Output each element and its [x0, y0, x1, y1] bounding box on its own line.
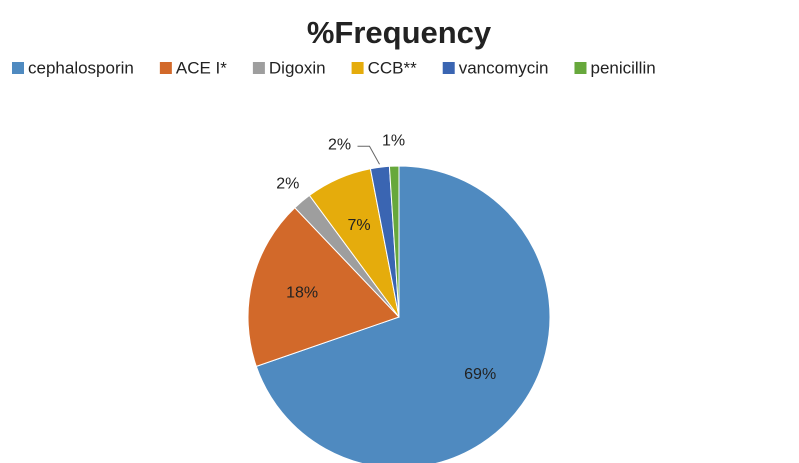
legend-label: cephalosporin — [28, 58, 134, 77]
chart-title: %Frequency — [307, 15, 492, 50]
legend-swatch — [351, 62, 364, 74]
data-label: 2% — [328, 136, 351, 153]
legend-label: penicillin — [590, 58, 655, 77]
legend-swatch — [442, 62, 455, 74]
legend-swatch — [12, 62, 24, 74]
data-label: 2% — [276, 176, 299, 193]
leader-line — [357, 145, 380, 165]
legend-label: CCB** — [368, 58, 418, 77]
legend-label: vancomycin — [459, 58, 549, 77]
data-label: 1% — [382, 132, 405, 149]
legend-label: ACE I* — [176, 58, 227, 77]
data-label: 18% — [286, 285, 318, 302]
legend-label: Digoxin — [269, 58, 326, 77]
data-label: 7% — [347, 217, 370, 234]
legend-swatch — [159, 62, 172, 74]
data-labels: 69% 18% 2% 7% 2% 1% — [276, 132, 496, 383]
legend: cephalosporin ACE I* Digoxin CCB** vancomyci… — [12, 58, 656, 77]
legend-swatch — [252, 62, 265, 74]
pie-slice — [247, 207, 400, 368]
legend-swatch — [574, 62, 587, 74]
pie-slice — [388, 165, 400, 318]
pie-slice — [255, 165, 551, 463]
data-label: 69% — [464, 366, 496, 383]
pie — [247, 165, 551, 463]
